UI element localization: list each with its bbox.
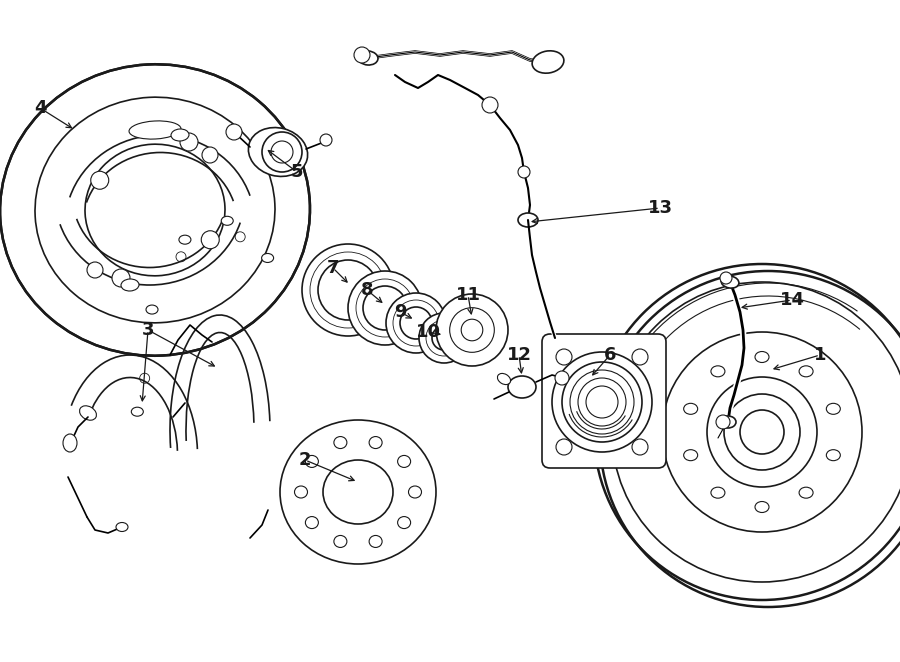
Circle shape: [87, 262, 103, 278]
Ellipse shape: [121, 279, 139, 291]
Circle shape: [320, 134, 332, 146]
Circle shape: [600, 271, 900, 607]
Ellipse shape: [334, 536, 346, 547]
Ellipse shape: [398, 455, 410, 467]
Text: 10: 10: [416, 323, 440, 341]
Ellipse shape: [720, 416, 736, 428]
Circle shape: [552, 352, 652, 452]
Ellipse shape: [711, 487, 724, 498]
Circle shape: [354, 47, 370, 63]
Text: 6: 6: [604, 346, 617, 364]
Circle shape: [202, 147, 218, 163]
Ellipse shape: [179, 235, 191, 244]
Text: 14: 14: [779, 291, 805, 309]
Ellipse shape: [79, 406, 96, 420]
Circle shape: [91, 171, 109, 189]
Circle shape: [226, 124, 242, 140]
Text: 11: 11: [455, 286, 481, 304]
Circle shape: [112, 269, 130, 287]
Ellipse shape: [755, 502, 769, 512]
Text: 12: 12: [507, 346, 532, 364]
Ellipse shape: [532, 51, 564, 73]
Circle shape: [348, 271, 422, 345]
Circle shape: [202, 231, 220, 249]
Circle shape: [632, 349, 648, 365]
Ellipse shape: [334, 436, 346, 449]
Ellipse shape: [129, 121, 181, 139]
Ellipse shape: [711, 366, 724, 377]
Text: 5: 5: [291, 163, 303, 181]
Ellipse shape: [755, 352, 769, 363]
Ellipse shape: [280, 420, 436, 564]
Ellipse shape: [116, 522, 128, 532]
Ellipse shape: [826, 403, 841, 414]
Ellipse shape: [508, 376, 536, 398]
Circle shape: [482, 97, 498, 113]
Ellipse shape: [498, 373, 510, 385]
Circle shape: [386, 293, 446, 353]
Ellipse shape: [684, 403, 698, 414]
Ellipse shape: [799, 487, 813, 498]
Ellipse shape: [826, 449, 841, 461]
Ellipse shape: [146, 305, 158, 314]
Circle shape: [262, 132, 302, 172]
Circle shape: [740, 410, 784, 454]
Text: 1: 1: [814, 346, 826, 364]
Ellipse shape: [305, 455, 319, 467]
Text: 8: 8: [361, 281, 374, 299]
Circle shape: [518, 166, 530, 178]
Ellipse shape: [358, 51, 378, 65]
Ellipse shape: [63, 434, 77, 452]
Ellipse shape: [262, 254, 274, 262]
Ellipse shape: [221, 216, 233, 225]
Circle shape: [707, 377, 817, 487]
Ellipse shape: [369, 536, 382, 547]
Circle shape: [302, 244, 394, 336]
Circle shape: [180, 133, 198, 151]
Ellipse shape: [171, 129, 189, 141]
Ellipse shape: [799, 366, 813, 377]
Ellipse shape: [398, 516, 410, 528]
Ellipse shape: [518, 213, 538, 227]
Text: 7: 7: [327, 259, 339, 277]
Text: 3: 3: [142, 321, 154, 339]
Circle shape: [716, 415, 730, 429]
Ellipse shape: [721, 276, 739, 288]
Ellipse shape: [684, 449, 698, 461]
Text: 4: 4: [34, 99, 46, 117]
Ellipse shape: [131, 407, 143, 416]
Circle shape: [419, 313, 469, 363]
Circle shape: [556, 349, 572, 365]
Circle shape: [632, 439, 648, 455]
Ellipse shape: [409, 486, 421, 498]
Circle shape: [436, 294, 508, 366]
Ellipse shape: [294, 486, 308, 498]
Ellipse shape: [369, 436, 382, 449]
Text: 13: 13: [647, 199, 672, 217]
Circle shape: [555, 371, 569, 385]
Text: 2: 2: [299, 451, 311, 469]
FancyBboxPatch shape: [542, 334, 666, 468]
Ellipse shape: [0, 64, 310, 355]
Ellipse shape: [248, 128, 308, 177]
Text: 9: 9: [394, 303, 406, 321]
Circle shape: [720, 272, 732, 284]
Ellipse shape: [305, 516, 319, 528]
Circle shape: [556, 439, 572, 455]
